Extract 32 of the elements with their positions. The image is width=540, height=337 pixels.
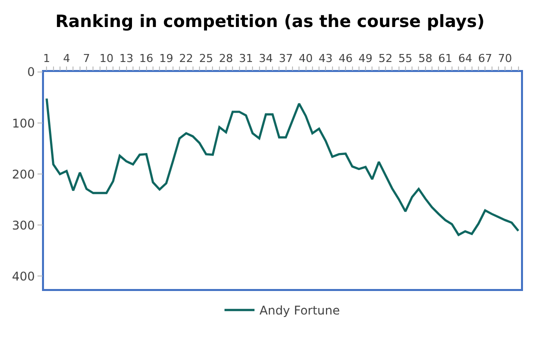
x-tick-label: 28 [219,52,234,65]
x-tick-label: 67 [478,52,492,65]
x-tick-label: 52 [378,52,392,65]
x-tick-label: 37 [278,52,293,65]
y-tick-label: 300 [12,218,35,232]
x-tick-label: 70 [498,52,512,65]
x-tick-label: 13 [119,52,134,65]
x-tick-label: 16 [139,52,154,65]
x-tick-label: 19 [159,52,174,65]
x-tick-label: 1 [43,52,50,65]
x-tick-label: 7 [83,52,90,65]
x-tick-label: 49 [358,52,373,65]
x-tick-label: 55 [398,52,412,65]
x-tick-label: 58 [418,52,432,65]
line-series [46,97,520,236]
y-tick-label: 100 [12,116,35,130]
y-tick-label: 400 [12,269,35,284]
x-tick-label: 46 [338,52,353,65]
x-tick-label: 25 [199,52,214,65]
x-tick-label: 10 [99,52,114,65]
x-tick-label: 4 [63,52,70,65]
legend-label: Andy Fortune [260,304,340,318]
x-tick-label: 61 [438,52,452,65]
chart-title: Ranking in competition (as the course plays) [55,12,485,32]
y-tick-label: 0 [27,65,35,80]
x-tick-label: 43 [318,52,333,65]
y-tick-label: 200 [12,167,35,182]
x-tick-label: 22 [179,52,194,65]
x-tick-label: 31 [238,52,253,65]
x-tick-label: 64 [458,52,472,65]
x-tick-label: 40 [298,52,313,65]
x-tick-label: 34 [258,52,273,65]
